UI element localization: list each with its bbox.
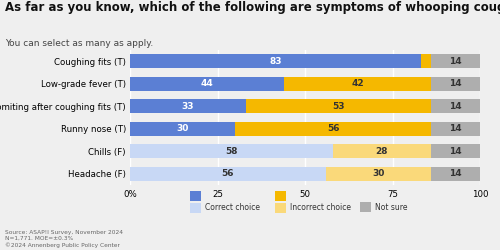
Text: Correct choice: Correct choice <box>205 202 260 211</box>
Bar <box>246 99 431 113</box>
Bar <box>333 144 431 158</box>
Text: 56: 56 <box>222 169 234 178</box>
Bar <box>420 54 431 68</box>
Text: 58: 58 <box>225 147 238 156</box>
Text: 33: 33 <box>182 102 194 111</box>
Text: As far as you know, which of the following are symptoms of whooping cough?: As far as you know, which of the followi… <box>5 1 500 14</box>
Text: Source: ASAP!I Survey, November 2024
N=1,771. MOE=±0.3%
©2024 Annenberg Public P: Source: ASAP!I Survey, November 2024 N=1… <box>5 230 123 248</box>
Text: You can select as many as apply.: You can select as many as apply. <box>5 39 153 48</box>
Bar <box>130 77 284 91</box>
Text: 30: 30 <box>176 124 188 133</box>
Bar <box>326 167 431 181</box>
Bar <box>431 122 480 136</box>
Text: 56: 56 <box>327 124 339 133</box>
Text: Incorrect choice: Incorrect choice <box>290 202 351 211</box>
Bar <box>130 54 420 68</box>
Bar <box>431 99 480 113</box>
Bar <box>130 122 235 136</box>
Bar <box>235 122 431 136</box>
Text: 83: 83 <box>269 57 281 66</box>
Text: 44: 44 <box>200 79 213 88</box>
Bar <box>130 144 333 158</box>
Text: 53: 53 <box>332 102 344 111</box>
Bar <box>130 167 326 181</box>
Text: 28: 28 <box>376 147 388 156</box>
Bar <box>130 99 246 113</box>
Text: 14: 14 <box>449 147 462 156</box>
Text: 14: 14 <box>449 169 462 178</box>
Text: 14: 14 <box>449 102 462 111</box>
Text: 42: 42 <box>351 79 364 88</box>
Bar <box>431 167 480 181</box>
Text: 30: 30 <box>372 169 384 178</box>
Text: 14: 14 <box>449 57 462 66</box>
Bar <box>431 54 480 68</box>
Bar <box>431 77 480 91</box>
Text: Not sure: Not sure <box>375 202 408 211</box>
Text: 14: 14 <box>449 79 462 88</box>
Text: 14: 14 <box>449 124 462 133</box>
Bar <box>284 77 431 91</box>
Bar <box>431 144 480 158</box>
